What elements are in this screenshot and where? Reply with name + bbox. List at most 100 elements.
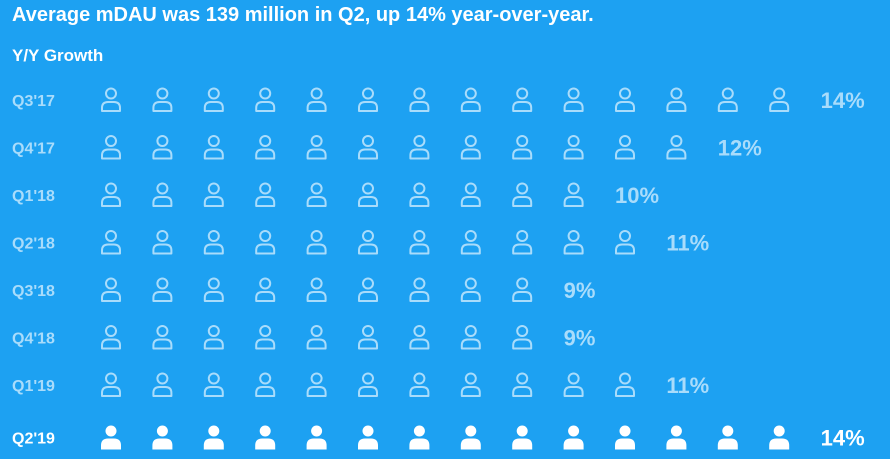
person-icon bbox=[255, 230, 276, 255]
person-icon bbox=[203, 325, 224, 350]
person-icon bbox=[358, 135, 378, 160]
person-icon bbox=[512, 182, 533, 207]
value-label: 11% bbox=[666, 231, 709, 256]
person-icon bbox=[306, 87, 327, 112]
person-icon bbox=[563, 182, 584, 207]
person-icon bbox=[460, 135, 481, 160]
person-icon bbox=[512, 325, 533, 350]
person-icon bbox=[101, 182, 121, 207]
person-icon bbox=[358, 277, 378, 302]
person-icon bbox=[717, 87, 738, 112]
person-icon bbox=[101, 277, 121, 302]
person-icon bbox=[152, 230, 173, 255]
person-icon bbox=[358, 230, 378, 255]
person-icon bbox=[306, 277, 327, 302]
value-label: 14% bbox=[821, 426, 865, 451]
person-icon bbox=[203, 87, 224, 112]
person-icon bbox=[769, 425, 790, 450]
person-icon bbox=[101, 325, 121, 350]
person-icon bbox=[563, 87, 584, 112]
value-label: 12% bbox=[718, 136, 762, 161]
person-icon bbox=[306, 135, 327, 160]
person-icon bbox=[512, 425, 533, 450]
person-icon bbox=[358, 87, 378, 112]
person-icon bbox=[409, 325, 430, 350]
person-icon bbox=[203, 135, 224, 160]
row-label: Q1'19 bbox=[12, 378, 55, 395]
row-label: Q4'18 bbox=[12, 331, 55, 348]
person-icon bbox=[563, 230, 584, 255]
person-icon bbox=[615, 372, 635, 397]
person-icon bbox=[101, 425, 121, 450]
value-label: 11% bbox=[666, 373, 709, 398]
value-label: 14% bbox=[821, 88, 865, 113]
person-icon bbox=[255, 182, 276, 207]
value-label: 9% bbox=[564, 326, 596, 351]
person-icon bbox=[563, 425, 584, 450]
person-icon bbox=[563, 135, 584, 160]
person-icon bbox=[255, 372, 276, 397]
person-icon bbox=[255, 425, 276, 450]
person-icon bbox=[512, 135, 533, 160]
row-label: Q3'18 bbox=[12, 283, 55, 300]
person-icon bbox=[615, 425, 635, 450]
person-icon bbox=[255, 87, 276, 112]
person-icon bbox=[512, 372, 533, 397]
person-icon bbox=[306, 325, 327, 350]
person-icon bbox=[203, 182, 224, 207]
person-icon bbox=[306, 182, 327, 207]
person-icon bbox=[460, 87, 481, 112]
person-icon bbox=[152, 277, 173, 302]
person-icon bbox=[666, 87, 687, 112]
person-icon bbox=[152, 135, 173, 160]
row-label: Q3'17 bbox=[12, 93, 55, 110]
person-icon bbox=[101, 230, 121, 255]
person-icon bbox=[101, 135, 121, 160]
person-icon bbox=[203, 230, 224, 255]
person-icon bbox=[358, 182, 378, 207]
person-icon bbox=[615, 87, 635, 112]
person-icon bbox=[512, 277, 533, 302]
person-icon bbox=[409, 372, 430, 397]
person-icon bbox=[152, 325, 173, 350]
person-icon bbox=[409, 425, 430, 450]
person-icon bbox=[512, 87, 533, 112]
person-icon bbox=[358, 425, 378, 450]
person-icon bbox=[460, 372, 481, 397]
person-icon bbox=[512, 230, 533, 255]
person-icon bbox=[203, 372, 224, 397]
person-icon bbox=[152, 372, 173, 397]
person-icon bbox=[769, 87, 790, 112]
row-label: Q2'18 bbox=[12, 236, 55, 253]
value-label: 10% bbox=[615, 183, 659, 208]
person-icon bbox=[409, 135, 430, 160]
person-icon bbox=[409, 230, 430, 255]
chart-title: Average mDAU was 139 million in Q2, up 1… bbox=[12, 4, 594, 26]
chart-subtitle: Y/Y Growth bbox=[12, 46, 104, 65]
value-label: 9% bbox=[564, 278, 596, 303]
person-icon bbox=[460, 182, 481, 207]
person-icon bbox=[615, 135, 635, 160]
person-icon bbox=[255, 277, 276, 302]
person-icon bbox=[666, 425, 687, 450]
person-icon bbox=[152, 425, 173, 450]
person-icon bbox=[101, 87, 121, 112]
person-icon bbox=[409, 182, 430, 207]
person-icon bbox=[152, 87, 173, 112]
person-icon bbox=[203, 425, 224, 450]
person-icon bbox=[615, 230, 635, 255]
person-icon bbox=[409, 277, 430, 302]
person-icon bbox=[717, 425, 738, 450]
person-icon bbox=[306, 372, 327, 397]
person-icon bbox=[358, 325, 378, 350]
person-icon bbox=[306, 230, 327, 255]
person-icon bbox=[409, 87, 430, 112]
person-icon bbox=[203, 277, 224, 302]
person-icon bbox=[460, 425, 481, 450]
person-icon bbox=[460, 325, 481, 350]
person-icon bbox=[152, 182, 173, 207]
person-icon bbox=[255, 325, 276, 350]
person-icon bbox=[306, 425, 327, 450]
row-label: Q1'18 bbox=[12, 188, 55, 205]
